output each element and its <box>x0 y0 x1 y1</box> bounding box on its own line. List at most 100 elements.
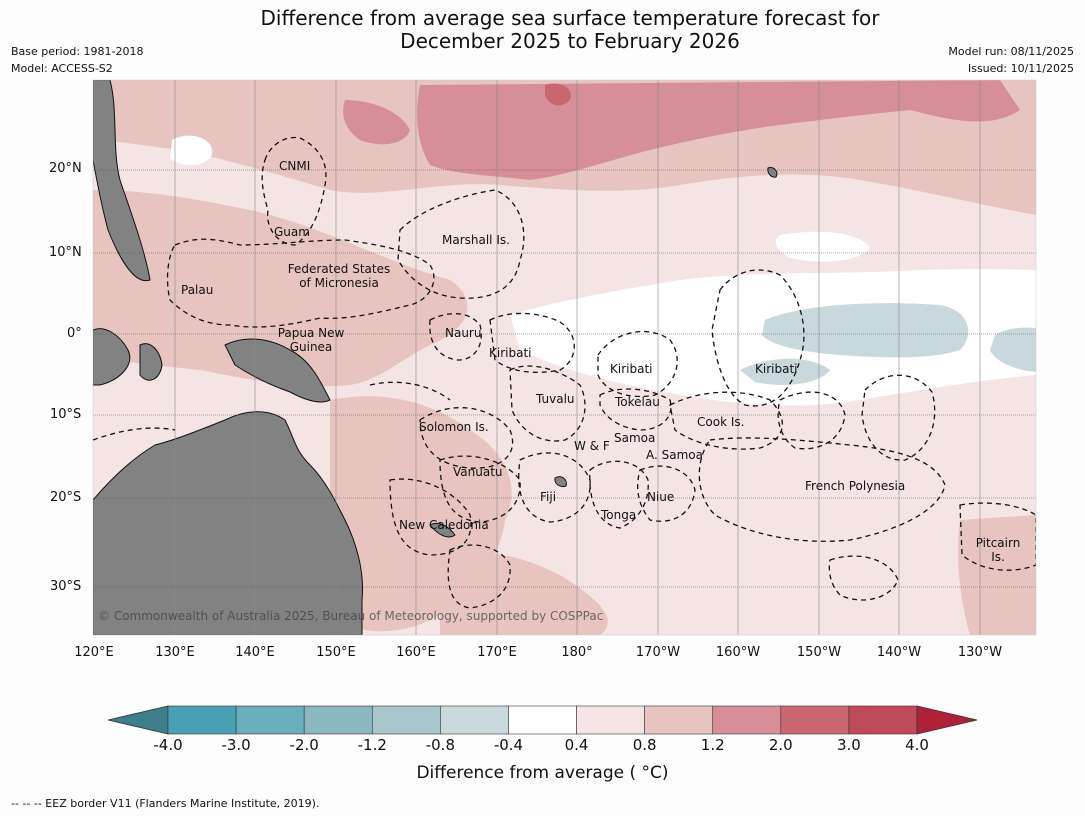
anomaly-warm-patch-3 <box>545 83 571 106</box>
lon-tick-130w: 130°W <box>957 645 1003 660</box>
colorbar-tick-label: -3.0 <box>221 736 251 754</box>
label-solomon-islands: Solomon Is. <box>419 420 489 434</box>
label-nauru: Nauru <box>445 326 482 340</box>
label-pitcairn-line-1: Pitcairn <box>975 536 1021 550</box>
colorbar-segment <box>576 705 645 735</box>
lon-tick-170w: 170°W <box>635 645 681 660</box>
lat-tick-20n: 20°N <box>49 161 82 176</box>
colorbar-tick-label: -4.0 <box>153 736 183 754</box>
colorbar-segment <box>303 705 373 735</box>
chart-title: Difference from average sea surface temp… <box>0 7 1085 53</box>
label-pitcairn-line-2: Is. <box>991 550 1005 564</box>
label-samoa: Samoa <box>614 431 656 445</box>
lat-tick-0: 0° <box>67 326 82 341</box>
colorbar-tick-label: 3.0 <box>836 736 861 754</box>
lat-tick-20s: 20°S <box>50 490 82 505</box>
anomaly-warm-southeast <box>958 515 1036 635</box>
colorbar <box>107 705 978 735</box>
label-cook-islands: Cook Is. <box>697 415 745 429</box>
label-marshall-islands: Marshall Is. <box>442 233 510 247</box>
title-line-2: December 2025 to February 2026 <box>400 29 740 53</box>
model-run: Model run: 08/11/2025 <box>948 45 1074 58</box>
label-kiribati-east: Kiribati <box>755 362 798 376</box>
lon-tick-140w: 140°W <box>876 645 922 660</box>
title-line-1: Difference from average sea surface temp… <box>260 6 880 30</box>
label-palau: Palau <box>181 283 214 297</box>
lat-tick-10n: 10°N <box>49 245 82 260</box>
label-guam: Guam <box>274 225 310 239</box>
anomaly-cool-central <box>762 303 969 358</box>
anomaly-warm-west-pacific <box>93 190 468 387</box>
colorbar-segment <box>508 705 577 735</box>
label-papua-new-guinea: Papua New Guinea <box>270 326 352 354</box>
lon-tick-160w: 160°W <box>715 645 761 660</box>
label-cnmi: CNMI <box>279 159 311 173</box>
anomaly-normal-north <box>775 231 870 262</box>
papua-new-guinea-land <box>224 338 331 403</box>
lat-tick-10s: 10°S <box>50 407 82 422</box>
colorbar-segment <box>371 705 441 735</box>
colorbar-segment <box>167 705 237 735</box>
issued-date: Issued: 10/11/2025 <box>967 62 1074 75</box>
colorbar-tick-label: -1.2 <box>357 736 387 754</box>
label-niue: Niue <box>647 490 675 504</box>
colorbar-segment <box>780 705 850 735</box>
model-name: Model: ACCESS-S2 <box>11 62 113 75</box>
meta-right: Model run: 08/11/2025 Issued: 10/11/2025 <box>948 43 1074 77</box>
map-frame <box>92 79 1037 636</box>
colorbar-label: Difference from average ( °C) <box>416 763 669 783</box>
lon-tick-180: 180° <box>561 645 593 660</box>
colorbar-segment <box>644 705 714 735</box>
australia-land <box>93 411 364 635</box>
label-french-polynesia: French Polynesia <box>805 479 906 493</box>
anomaly-warm-south-tasman <box>440 552 608 635</box>
label-png-line-1: Papua New <box>277 326 345 340</box>
lon-tick-150w: 150°W <box>796 645 842 660</box>
colorbar-tick-label: -0.4 <box>493 736 524 754</box>
lon-tick-140e: 140°E <box>235 645 275 660</box>
colorbar-segment <box>848 705 918 735</box>
hawaii-land <box>767 167 778 178</box>
eez-note: -- -- -- EEZ border V11 (Flanders Marine… <box>11 797 320 810</box>
colorbar-tick-label: 1.2 <box>700 736 725 754</box>
label-new-caledonia: New Caledonia <box>399 518 489 532</box>
meridians <box>174 80 981 635</box>
label-png-line-2: Guinea <box>289 340 333 354</box>
meta-left: Base period: 1981-2018 Model: ACCESS-S2 <box>11 43 143 77</box>
colorbar-extend-high <box>916 705 978 735</box>
label-kiribati-central: Kiribati <box>610 362 653 376</box>
lon-tick-130e: 130°E <box>155 645 195 660</box>
lon-tick-160e: 160°E <box>396 645 436 660</box>
label-tonga: Tonga <box>601 508 637 522</box>
anomaly-cool-central-2 <box>740 358 830 385</box>
anomaly-warm-core-north <box>417 80 1020 180</box>
borneo-land <box>93 328 131 386</box>
label-micronesia-line-2: of Micronesia <box>299 276 379 290</box>
colorbar-segment <box>712 705 782 735</box>
philippines-land <box>93 80 151 282</box>
label-wallis-futuna: W & F <box>574 439 610 453</box>
label-fiji: Fiji <box>540 490 557 504</box>
label-micronesia-line-1: Federated States <box>287 262 391 276</box>
lon-tick-120e: 120°E <box>74 645 114 660</box>
colorbar-extend-low <box>107 705 169 735</box>
label-tokelau: Tokelau <box>615 395 660 409</box>
map-area <box>93 80 1036 635</box>
anomaly-warm-patch-2 <box>343 100 410 145</box>
anomaly-cool-east <box>990 327 1036 372</box>
lon-tick-170e: 170°E <box>477 645 517 660</box>
colorbar-tick-label: 0.8 <box>632 736 657 754</box>
sulawesi-land <box>139 343 163 381</box>
label-micronesia: Federated States of Micronesia <box>279 262 399 290</box>
colorbar-tick-label: 0.4 <box>564 736 589 754</box>
label-kiribati-west: Kiribati <box>489 346 532 360</box>
label-pitcairn: Pitcairn Is. <box>972 536 1024 564</box>
lon-tick-150e: 150°E <box>316 645 356 660</box>
colorbar-segment <box>235 705 305 735</box>
label-vanuatu: Vanuatu <box>453 465 503 479</box>
base-period: Base period: 1981-2018 <box>11 45 144 58</box>
lat-tick-30s: 30°S <box>50 579 82 594</box>
label-american-samoa: A. Samoa <box>646 448 703 462</box>
label-tuvalu: Tuvalu <box>536 392 575 406</box>
